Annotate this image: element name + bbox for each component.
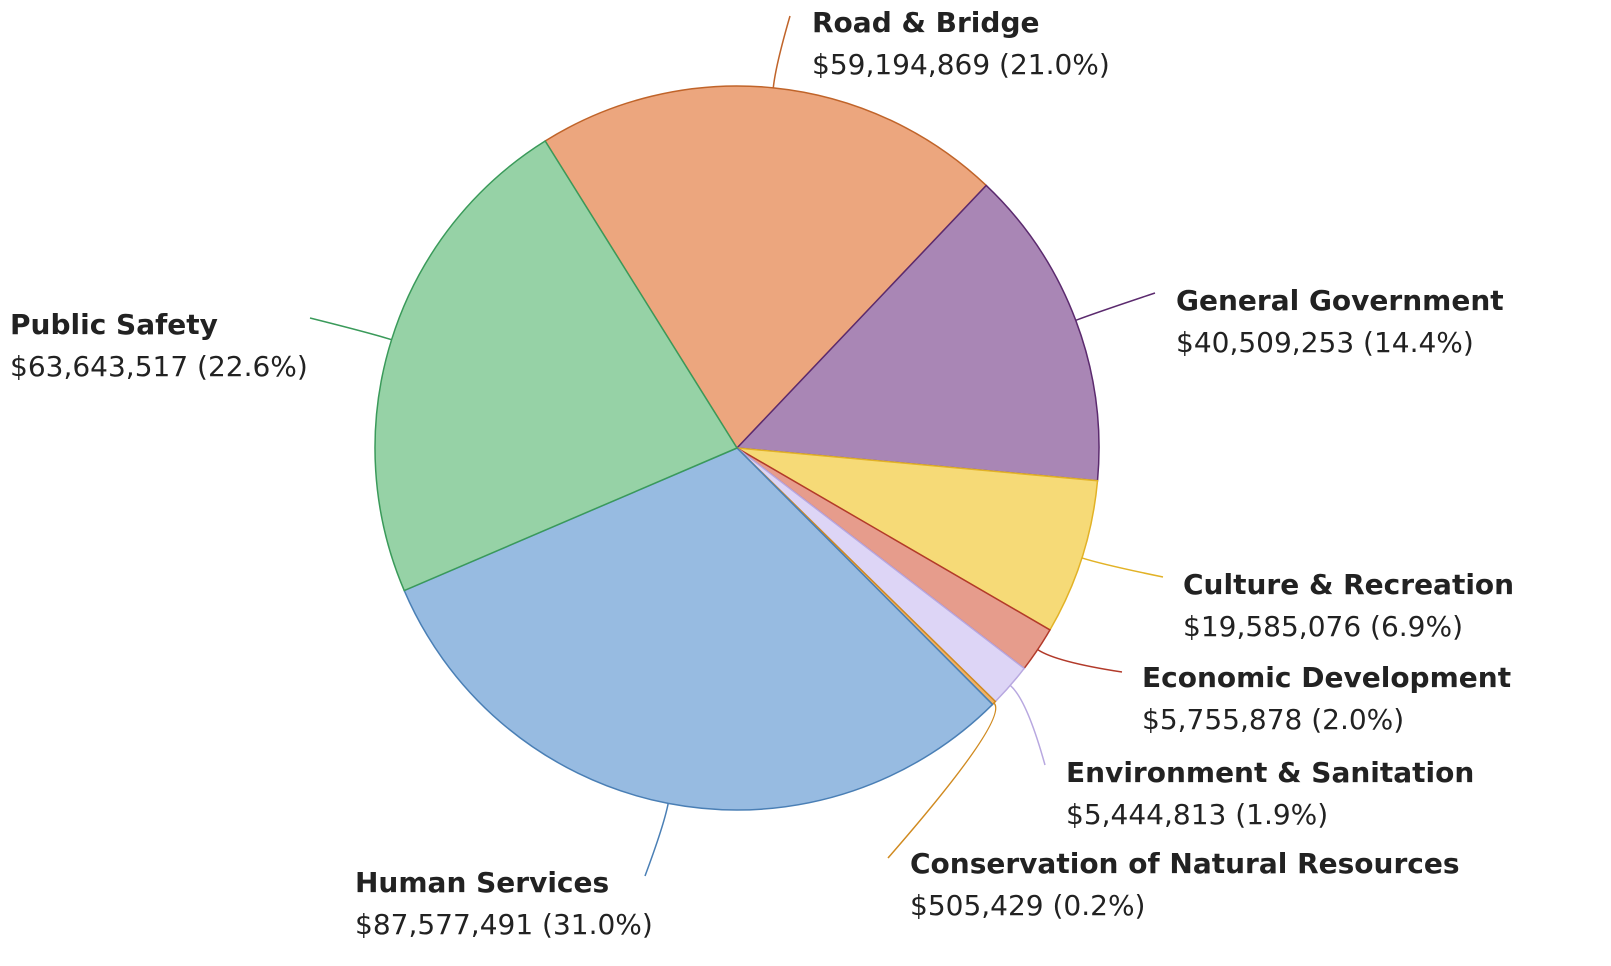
leader-line xyxy=(309,317,392,341)
leader-line xyxy=(1081,557,1164,578)
leader-line xyxy=(1037,648,1123,673)
slice-value: $5,444,813 (1.9%) xyxy=(1066,798,1328,831)
pie-slice xyxy=(735,184,1100,482)
leader-line xyxy=(772,15,791,88)
slice-value: $5,755,878 (2.0%) xyxy=(1142,703,1404,736)
pie-slice xyxy=(544,85,988,450)
leader-line xyxy=(644,803,669,877)
slice-label: Culture & Recreation xyxy=(1183,568,1514,601)
slice-value: $87,577,491 (31.0%) xyxy=(355,908,653,941)
pie-slice xyxy=(374,139,739,592)
pie-slice xyxy=(403,447,994,811)
leader-line xyxy=(1075,292,1156,322)
slice-value: $63,643,517 (22.6%) xyxy=(10,350,308,383)
slice-label: Public Safety xyxy=(10,308,218,341)
leader-line xyxy=(1009,684,1046,766)
slice-value: $59,194,869 (21.0%) xyxy=(812,48,1110,81)
slice-label: Human Services xyxy=(355,866,609,899)
leader-line xyxy=(887,702,997,859)
slice-value: $19,585,076 (6.9%) xyxy=(1183,610,1463,643)
slice-value: $505,429 (0.2%) xyxy=(910,889,1145,922)
slice-label: Environment & Sanitation xyxy=(1066,756,1474,789)
slice-label: Economic Development xyxy=(1142,661,1511,694)
slice-label: General Government xyxy=(1176,284,1504,317)
slice-label: Conservation of Natural Resources xyxy=(910,847,1460,880)
slice-label: Road & Bridge xyxy=(812,6,1039,39)
pie-slice xyxy=(736,447,1099,631)
slice-value: $40,509,253 (14.4%) xyxy=(1176,326,1474,359)
